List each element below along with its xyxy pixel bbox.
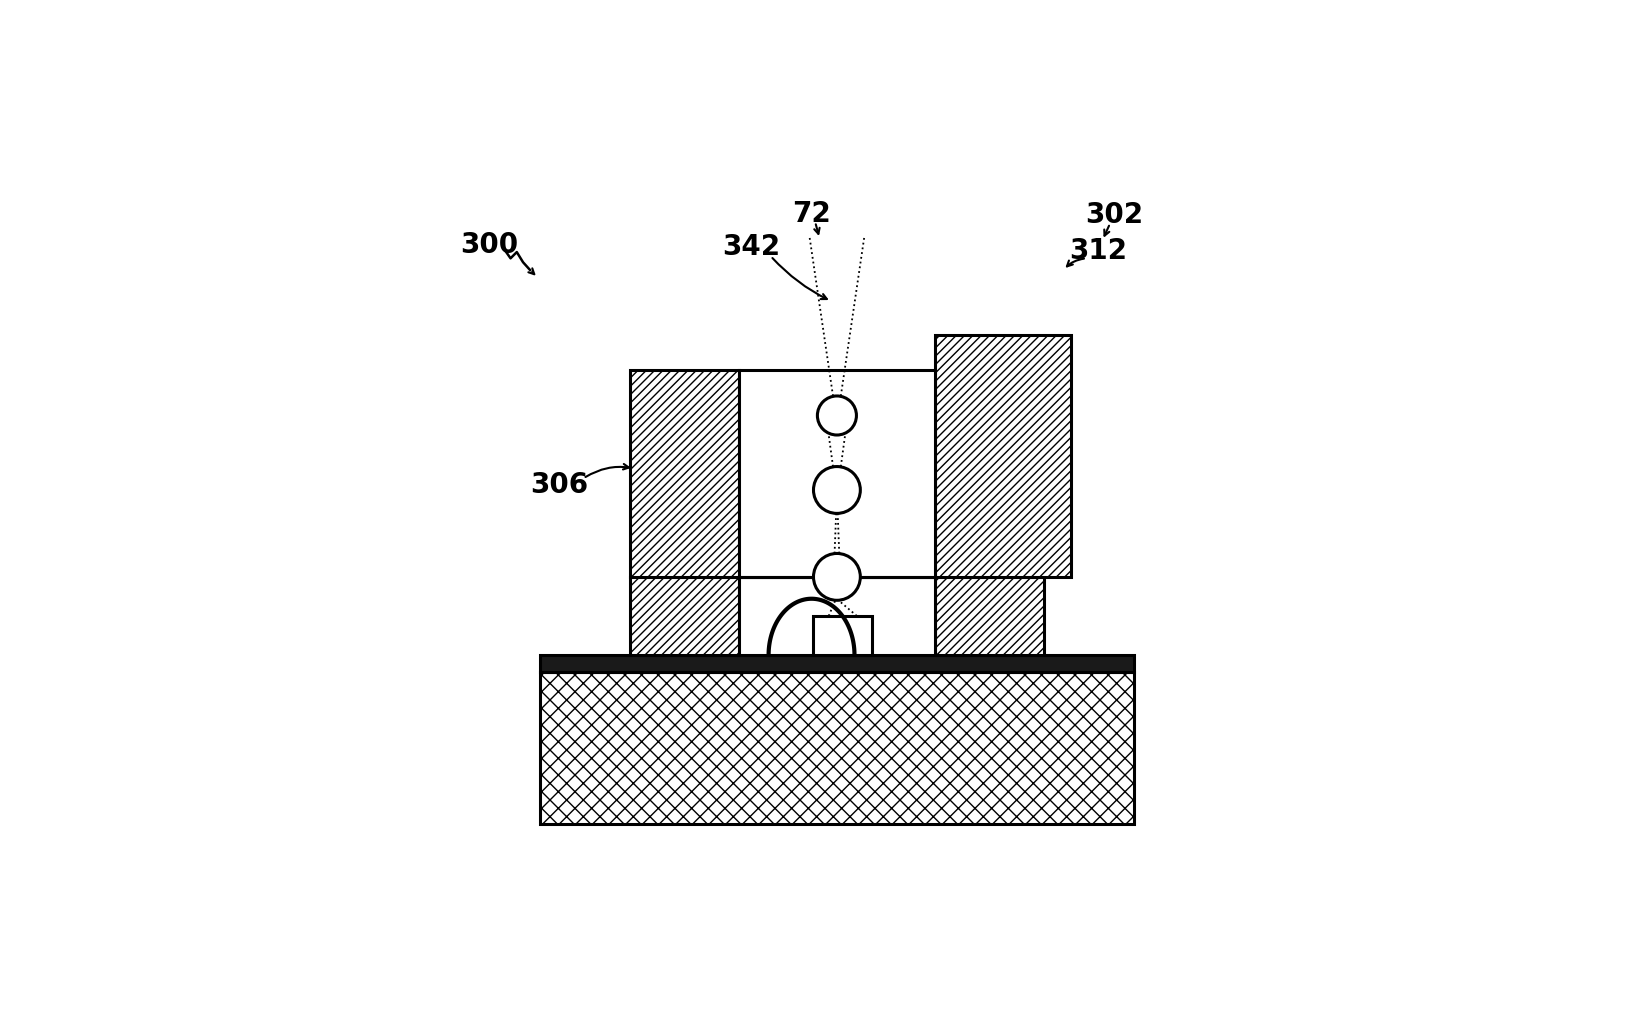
Bar	[540, 672, 1133, 824]
Text: 312: 312	[1069, 236, 1126, 265]
Text: 340: 340	[858, 409, 916, 436]
Text: 342: 342	[721, 232, 780, 261]
Bar	[540, 655, 1133, 672]
Circle shape	[813, 466, 860, 513]
Text: 308: 308	[725, 506, 783, 534]
Bar	[630, 370, 739, 577]
Circle shape	[813, 554, 860, 600]
Bar	[739, 370, 934, 577]
Text: 72: 72	[792, 200, 831, 228]
Text: 306: 306	[530, 470, 589, 499]
Bar	[934, 577, 1043, 655]
Bar	[813, 615, 871, 655]
Circle shape	[818, 396, 855, 435]
Text: 300: 300	[460, 231, 519, 259]
Text: 320: 320	[922, 500, 981, 527]
Text: 302: 302	[1084, 202, 1142, 229]
Bar	[630, 577, 739, 655]
Bar	[934, 335, 1071, 577]
Bar	[739, 577, 934, 655]
